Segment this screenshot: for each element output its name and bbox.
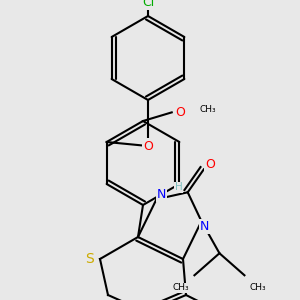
Text: O: O (175, 106, 185, 119)
Text: O: O (205, 158, 215, 171)
Text: N: N (157, 188, 166, 201)
Text: O: O (143, 140, 153, 152)
Text: Cl: Cl (142, 0, 154, 8)
Text: N: N (200, 220, 209, 233)
Text: H: H (175, 182, 182, 192)
Text: S: S (85, 252, 94, 266)
Text: CH₃: CH₃ (249, 283, 266, 292)
Text: CH₃: CH₃ (200, 105, 216, 114)
Text: CH₃: CH₃ (173, 283, 189, 292)
